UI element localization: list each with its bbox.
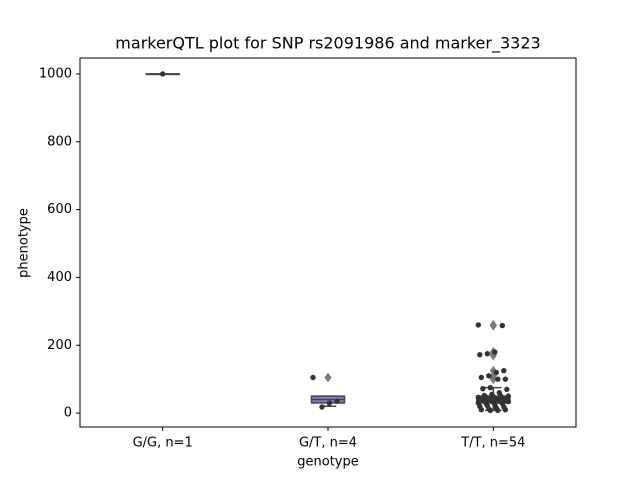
y-tick-label: 400 xyxy=(47,270,72,285)
data-point xyxy=(501,368,507,374)
data-point xyxy=(159,71,166,77)
data-point xyxy=(478,407,485,413)
data-point xyxy=(319,404,325,410)
data-point xyxy=(477,352,483,358)
data-point xyxy=(334,398,340,404)
y-tick-label: 800 xyxy=(47,134,72,149)
data-point xyxy=(499,322,506,329)
data-point xyxy=(495,407,501,414)
y-tick-label: 200 xyxy=(47,338,72,353)
data-point xyxy=(475,322,482,328)
x-tick-label: T/T, n=54 xyxy=(460,436,525,451)
data-point xyxy=(487,407,494,414)
x-tick-label: G/T, n=4 xyxy=(299,436,357,451)
data-point xyxy=(487,384,494,391)
data-point xyxy=(310,374,316,381)
outlier xyxy=(324,372,332,383)
data-point xyxy=(493,369,500,376)
data-point xyxy=(484,351,491,357)
y-tick-label: 600 xyxy=(47,202,72,217)
data-point xyxy=(502,407,509,413)
data-point xyxy=(486,373,492,379)
axes-frame xyxy=(79,57,577,428)
chart-title: markerQTL plot for SNP rs2091986 and mar… xyxy=(115,34,540,54)
data-point xyxy=(495,376,501,382)
x-tick-label: G/G, n=1 xyxy=(133,436,193,451)
data-point xyxy=(492,349,498,355)
outlier xyxy=(489,319,497,330)
x-axis-label: genotype xyxy=(297,455,358,470)
data-point xyxy=(502,376,509,382)
data-point xyxy=(505,398,512,405)
y-tick-label: 1000 xyxy=(39,66,72,81)
y-tick-label: 0 xyxy=(64,406,72,421)
data-point xyxy=(326,400,333,406)
data-point xyxy=(478,374,485,381)
data-point xyxy=(480,385,486,392)
y-axis-label: phenotype xyxy=(17,208,32,278)
data-point xyxy=(504,386,510,393)
